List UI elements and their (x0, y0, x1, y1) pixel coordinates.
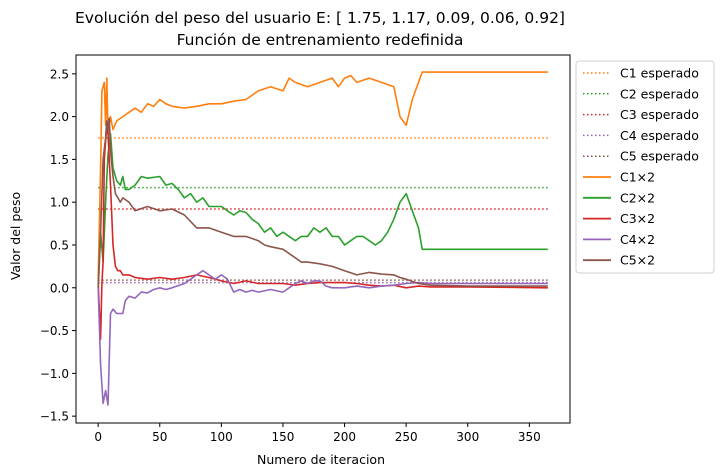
y-tick-label: 1.0 (50, 196, 69, 210)
legend-label: C3×2 (620, 211, 655, 226)
legend-label: C1 esperado (620, 66, 699, 81)
y-tick-label: 2.0 (50, 110, 69, 124)
chart-title: Evolución del peso del usuario E: [ 1.75… (75, 9, 565, 27)
plot-area (75, 54, 571, 424)
x-tick-label: 100 (210, 430, 233, 444)
y-tick-label: 2.5 (50, 67, 69, 81)
series-line-c4 (97, 269, 548, 406)
legend-box (575, 60, 715, 274)
y-tick-label: −0.5 (40, 324, 69, 338)
series-line-c2 (97, 132, 548, 288)
series-line-c3 (97, 124, 548, 340)
x-tick-label: 350 (518, 430, 541, 444)
legend-label: C2 esperado (620, 86, 699, 101)
legend: C1 esperado C2 esperado C3 esperado C4 espe… (575, 60, 715, 274)
series-line-c5 (97, 117, 548, 288)
y-tick-label: 0.0 (50, 281, 69, 295)
y-tick-label: −1.5 (40, 410, 69, 424)
x-tick-label: 150 (272, 430, 295, 444)
axes-frame (75, 54, 571, 424)
y-axis: −1.5 −1.0 −0.5 0.0 0.5 1.0 1.5 2.0 2.5 (40, 67, 76, 424)
x-axis: 0 50 100 150 200 250 300 350 (94, 423, 541, 444)
legend-label: C4×2 (620, 232, 655, 247)
series-line-c1 (97, 71, 548, 280)
legend-label: C4 esperado (620, 128, 699, 143)
y-tick-label: −1.0 (40, 367, 69, 381)
legend-label: C2×2 (620, 190, 655, 205)
y-axis-label: Valor del peso (8, 192, 23, 280)
legend-label: C5×2 (620, 253, 655, 268)
x-tick-label: 50 (152, 430, 167, 444)
x-tick-label: 200 (333, 430, 356, 444)
x-axis-label: Numero de iteracion (257, 452, 385, 467)
legend-label: C3 esperado (620, 107, 699, 122)
y-tick-label: 0.5 (50, 238, 69, 252)
x-tick-label: 0 (94, 430, 102, 444)
y-tick-label: 1.5 (50, 153, 69, 167)
x-tick-label: 250 (395, 430, 418, 444)
legend-label: C1×2 (620, 170, 655, 185)
x-tick-label: 300 (456, 430, 479, 444)
legend-label: C5 esperado (620, 149, 699, 164)
chart-subtitle: Función de entrenamiento redefinida (177, 31, 464, 49)
